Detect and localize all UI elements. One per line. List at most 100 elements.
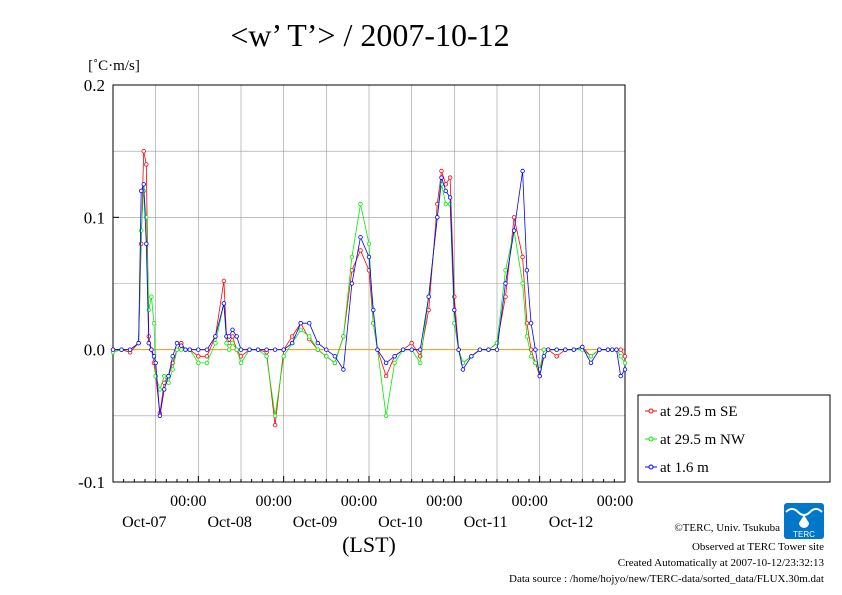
data-point bbox=[119, 347, 124, 352]
legend-entry: at 29.5 m SE bbox=[645, 404, 738, 420]
data-point bbox=[298, 327, 303, 332]
data-point bbox=[447, 175, 453, 180]
data-point bbox=[486, 347, 491, 352]
legend-label: at 29.5 m NW bbox=[660, 432, 746, 448]
data-point bbox=[520, 281, 525, 286]
legend-label: at 29.5 m SE bbox=[660, 404, 738, 420]
data-point bbox=[383, 373, 389, 379]
data-point bbox=[443, 188, 448, 194]
data-point bbox=[149, 347, 154, 352]
data-point bbox=[537, 373, 542, 379]
x-axis-label: (LST) bbox=[342, 532, 396, 557]
data-point bbox=[272, 347, 278, 352]
data-point bbox=[272, 413, 278, 418]
data-point bbox=[571, 347, 576, 352]
data-point bbox=[511, 228, 517, 233]
data-point bbox=[520, 254, 525, 260]
terc-logo: TERC bbox=[784, 503, 824, 539]
data-point bbox=[511, 215, 517, 220]
data-point bbox=[149, 294, 154, 299]
data-point bbox=[264, 347, 269, 352]
data-point bbox=[375, 347, 380, 352]
data-point bbox=[264, 354, 269, 359]
data-point bbox=[443, 201, 448, 207]
data-point bbox=[196, 354, 201, 359]
series-line bbox=[113, 170, 626, 416]
grid bbox=[113, 84, 625, 483]
legend-marker bbox=[648, 408, 654, 414]
legend-entry: at 29.5 m NW bbox=[645, 432, 746, 448]
data-point bbox=[503, 268, 508, 273]
x-tick-date: Oct-07 bbox=[122, 514, 166, 531]
data-point bbox=[349, 254, 355, 260]
data-point bbox=[541, 347, 547, 352]
data-point bbox=[226, 334, 232, 339]
data-point bbox=[238, 347, 244, 352]
legend-marker bbox=[648, 436, 654, 442]
data-point bbox=[196, 347, 201, 352]
data-point bbox=[366, 241, 372, 246]
data-point bbox=[460, 367, 466, 372]
data-point bbox=[204, 354, 210, 359]
data-point bbox=[166, 373, 171, 379]
data-point bbox=[307, 334, 312, 339]
x-tick-date: Oct-11 bbox=[464, 514, 508, 531]
data-point bbox=[315, 347, 320, 352]
data-point bbox=[221, 301, 227, 306]
data-point bbox=[456, 347, 461, 352]
data-point bbox=[221, 278, 227, 284]
data-point bbox=[324, 354, 329, 359]
data-point bbox=[541, 354, 547, 359]
data-point bbox=[204, 347, 210, 352]
data-point bbox=[358, 201, 363, 207]
data-point bbox=[141, 148, 146, 154]
data-point bbox=[400, 347, 406, 352]
data-point bbox=[439, 175, 444, 180]
data-point bbox=[196, 360, 201, 366]
data-point bbox=[503, 281, 508, 286]
data-point bbox=[230, 340, 235, 346]
data-point bbox=[418, 347, 423, 352]
data-point bbox=[146, 340, 151, 346]
data-point bbox=[179, 343, 184, 348]
data-point bbox=[533, 347, 538, 352]
data-point bbox=[439, 182, 444, 187]
x-tick-time: 00:00 bbox=[255, 493, 291, 510]
data-point bbox=[226, 347, 232, 352]
data-point bbox=[307, 321, 312, 326]
data-point bbox=[127, 347, 133, 352]
series-3 bbox=[110, 168, 628, 418]
data-point bbox=[520, 168, 525, 174]
data-point bbox=[138, 188, 144, 194]
data-point bbox=[618, 347, 623, 352]
data-point bbox=[597, 347, 602, 352]
data-point bbox=[341, 367, 346, 372]
legend: at 29.5 m SE at 29.5 m NW at 1.6 m bbox=[637, 394, 831, 483]
data-point bbox=[358, 248, 363, 253]
x-tick-date: Oct-12 bbox=[549, 514, 593, 531]
data-point bbox=[144, 241, 149, 246]
logo-text: TERC bbox=[793, 530, 815, 539]
legend-marker bbox=[648, 464, 654, 470]
data-point bbox=[234, 334, 239, 339]
x-tick-time: 00:00 bbox=[597, 493, 633, 510]
data-point bbox=[358, 234, 363, 240]
data-point bbox=[238, 354, 244, 359]
data-point bbox=[161, 387, 167, 392]
data-point bbox=[447, 195, 453, 200]
data-point bbox=[371, 307, 376, 313]
data-point bbox=[174, 347, 180, 352]
legend-entry: at 1.6 m bbox=[645, 460, 709, 476]
data-point bbox=[179, 347, 184, 352]
data-point bbox=[151, 321, 157, 326]
y-tick-label: -0.1 bbox=[78, 473, 105, 492]
data-point bbox=[157, 413, 163, 418]
data-point bbox=[618, 354, 623, 359]
x-tick-date: Oct-10 bbox=[378, 514, 422, 531]
data-point bbox=[392, 354, 397, 359]
data-point bbox=[554, 347, 559, 352]
water-drop-icon bbox=[799, 515, 809, 528]
legend-box bbox=[637, 394, 831, 483]
data-point bbox=[332, 360, 338, 366]
data-point bbox=[324, 347, 329, 352]
